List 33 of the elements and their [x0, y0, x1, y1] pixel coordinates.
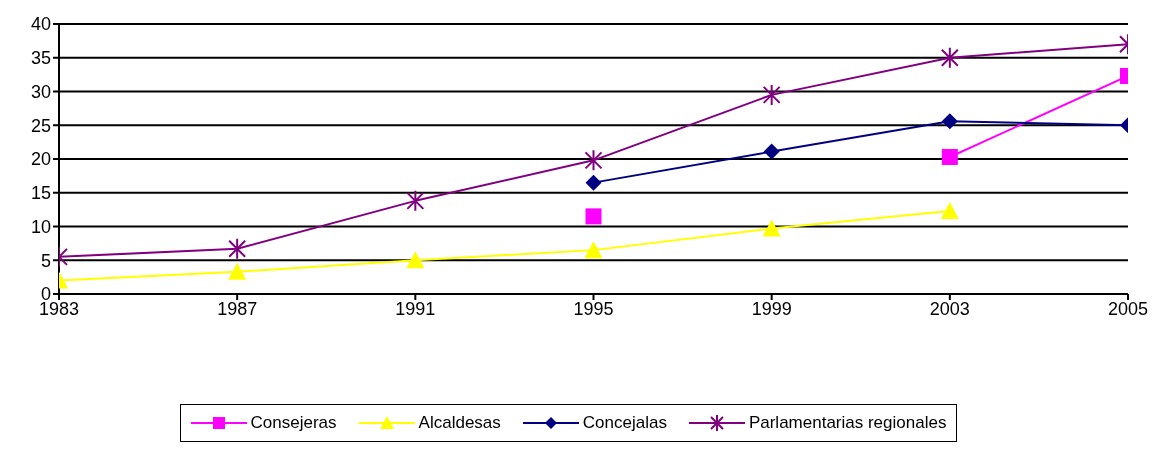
point — [406, 251, 425, 269]
y-tick-label: 25 — [30, 115, 51, 136]
legend-label: Alcaldesas — [418, 413, 501, 433]
point — [941, 113, 958, 130]
point — [585, 174, 602, 191]
y-tick-label: 5 — [40, 250, 51, 271]
point — [585, 208, 602, 225]
x-tick-label: 1991 — [395, 298, 436, 319]
point — [228, 262, 247, 280]
point — [584, 149, 603, 172]
point — [406, 189, 425, 212]
y-tick-label: 20 — [30, 149, 51, 170]
point — [228, 237, 247, 260]
point — [940, 46, 959, 69]
legend-label: Consejeras — [250, 413, 337, 433]
x-tick-label: 2003 — [929, 298, 970, 319]
point — [940, 201, 959, 219]
x-tick-label: 2005 — [1107, 298, 1149, 319]
point — [763, 143, 780, 160]
x-tick-label: 1995 — [573, 298, 614, 319]
legend-label: Parlamentarias regionales — [748, 413, 947, 433]
y-tick-label: 10 — [30, 216, 51, 237]
x-tick-label: 1987 — [217, 298, 258, 319]
point — [762, 219, 781, 237]
point — [584, 241, 603, 259]
y-tick-label: 40 — [30, 14, 51, 35]
point — [762, 83, 781, 106]
y-tick-label: 15 — [30, 183, 51, 204]
y-tick-label: 30 — [30, 81, 51, 102]
y-tick-label: 35 — [30, 48, 51, 69]
point — [941, 148, 958, 165]
x-tick-label: 1999 — [751, 298, 792, 319]
legend-label: Concejalas — [582, 413, 667, 433]
